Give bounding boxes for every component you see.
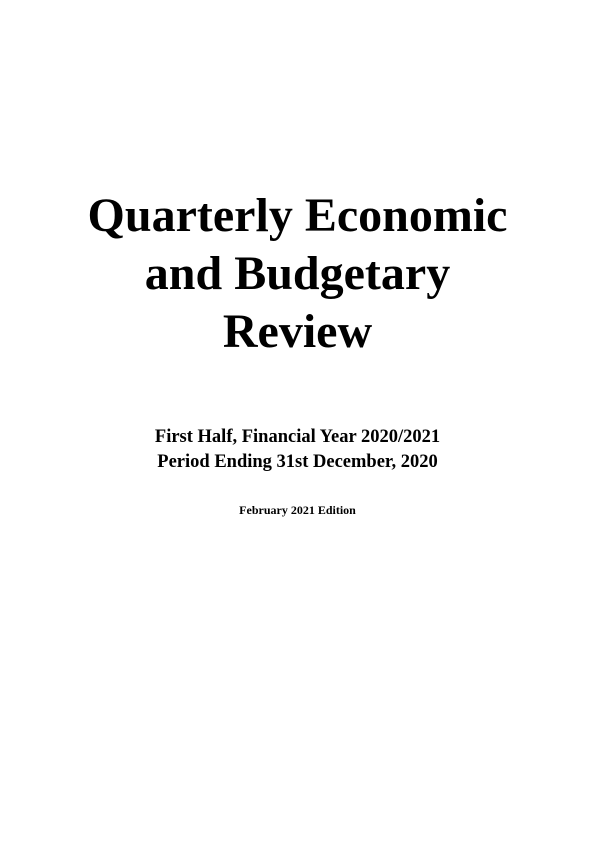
document-title-line-3: Review — [222, 305, 373, 358]
edition-label: February 2021 Edition — [239, 503, 356, 517]
financial-year-line: First Half, Financial Year 2020/2021 — [154, 427, 441, 447]
document-title-line-1: Quarterly Economic — [87, 189, 508, 242]
document-title-line-2: and Budgetary — [144, 247, 451, 300]
document-subtitle: First Half, Financial Year 2020/2021 Per… — [0, 425, 595, 475]
document-title: Quarterly Economic and Budgetary Review — [0, 187, 595, 361]
period-ending-line: Period Ending 31st December, 2020 — [157, 452, 438, 472]
